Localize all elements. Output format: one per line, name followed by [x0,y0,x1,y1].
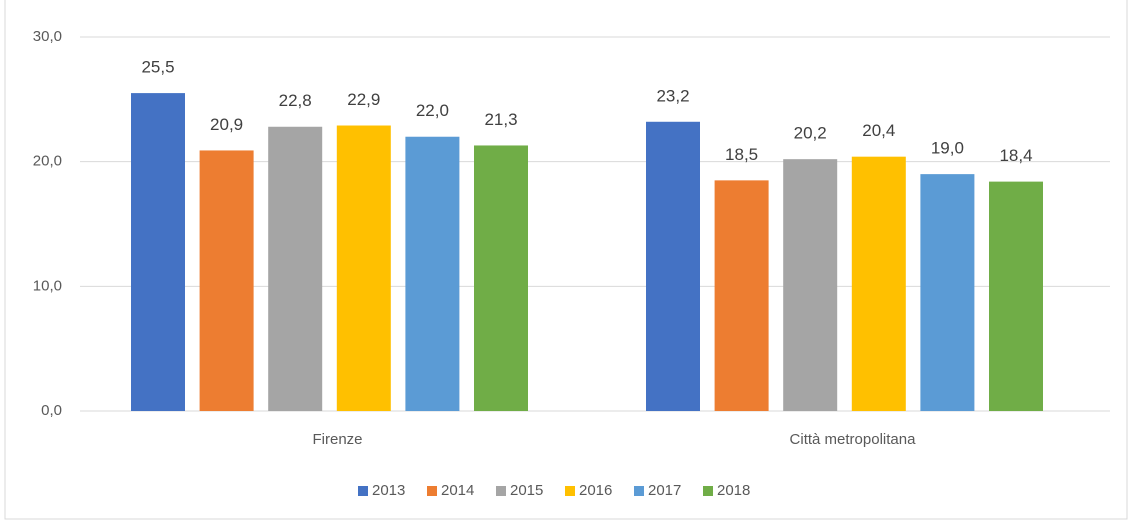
value-label: 22,0 [416,101,449,120]
y-tick-label: 20,0 [33,153,62,170]
value-label: 19,0 [931,139,964,158]
legend-label: 2018 [717,482,750,499]
x-tick-label: Città metropolitana [790,431,917,448]
x-tick-label: Firenze [312,431,362,448]
bar [851,156,906,411]
bar [474,145,528,411]
legend-label: 2015 [510,482,543,499]
bar [920,174,975,411]
bar [268,126,323,411]
bar [199,150,254,412]
bar [336,125,391,411]
value-label: 20,2 [794,124,827,143]
legend-swatch [634,486,644,496]
bar [989,181,1043,411]
value-label: 22,8 [279,91,312,110]
y-tick-label: 30,0 [33,28,62,45]
bar [783,159,838,411]
value-label: 25,5 [141,58,174,77]
y-tick-label: 10,0 [33,277,62,294]
value-label: 18,4 [999,146,1032,165]
value-label: 22,9 [347,90,380,109]
legend-label: 2014 [441,482,474,499]
value-label: 20,9 [210,115,243,134]
bar [131,93,185,411]
y-tick-label: 0,0 [41,402,62,419]
legend-swatch [496,486,506,496]
value-label: 18,5 [725,145,758,164]
legend-label: 2016 [579,482,612,499]
bar [646,121,700,412]
bar [714,180,769,411]
value-label: 23,2 [656,86,689,105]
legend-label: 2013 [372,482,405,499]
legend-swatch [427,486,437,496]
legend-swatch [358,486,368,496]
value-label: 21,3 [484,110,517,129]
legend-swatch [703,486,713,496]
bar [405,136,460,411]
value-label: 20,4 [862,121,895,140]
legend-label: 2017 [648,482,681,499]
legend-swatch [565,486,575,496]
